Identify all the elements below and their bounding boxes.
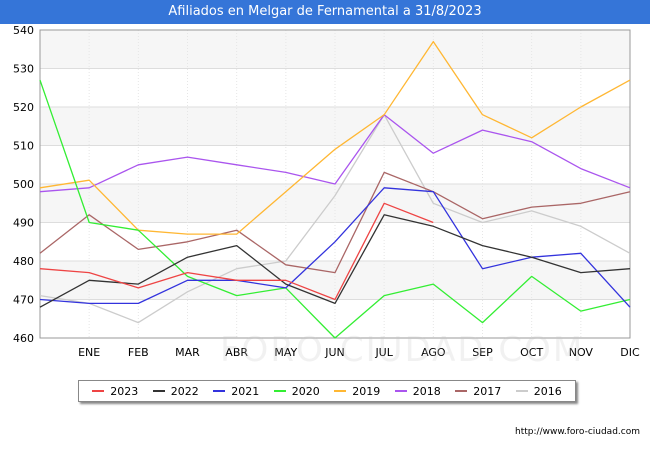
line-chart: 460 470 480 490 500 510 520 530 540 ENE FEB MAR ABR M… [13,24,640,359]
x-tick-label: NOV [569,346,594,359]
y-tick-label: 480 [13,255,34,268]
y-tick-label: 510 [13,140,34,153]
legend-item-2023: 2023 [92,385,138,398]
x-tick-label: FEB [128,346,149,359]
x-tick-label: SEP [472,346,493,359]
legend-item-2019: 2019 [334,385,380,398]
legend-label: 2022 [170,384,199,398]
y-tick-label: 460 [13,332,34,345]
legend-label: 2020 [291,384,320,398]
legend-swatch [515,390,528,392]
legend-item-2020: 2020 [273,384,320,398]
series-line-2022 [39,214,631,308]
x-tick-label: AGO [421,346,446,359]
legend-label: 2021 [231,384,260,398]
legend-item-2017: 2017 [455,385,501,398]
y-tick-label: 470 [13,294,34,307]
legend-swatch [334,390,347,392]
y-tick-label: 540 [13,24,34,37]
series-line-2016 [39,114,631,324]
legend-label: 2023 [110,384,139,398]
series-line-2017 [39,171,631,274]
legend-label: 2019 [352,384,381,398]
series-line-2018 [39,114,631,193]
y-tick-label: 520 [13,101,34,114]
x-tick-label: ENE [78,346,100,359]
legend-swatch [394,390,407,392]
legend: 2023 2022 2021 2020 2019 2018 2017 2016 [78,380,576,402]
legend-item-2018: 2018 [394,384,441,398]
y-tick-label: 490 [13,217,34,230]
legend-label: 2017 [473,384,502,398]
legend-item-2016: 2016 [515,384,562,398]
chart-title: Afiliados en Melgar de Fernamental a 31/… [0,0,650,24]
legend-swatch [152,390,165,392]
series-line-2020 [39,79,631,339]
legend-item-2021: 2021 [213,385,259,398]
legend-swatch [273,390,286,392]
legend-swatch [92,390,105,392]
series-line-2023 [39,202,434,301]
x-tick-label: MAR [175,346,200,359]
footer-url: http://www.foro-ciudad.com [515,427,640,437]
x-tick-label: ABR [225,346,248,359]
legend-swatch [455,390,468,392]
x-tick-label: MAY [274,346,297,359]
x-tick-label: DIC [620,346,640,359]
y-tick-label: 500 [13,178,34,191]
grid-band [40,30,630,69]
x-tick-label: JUL [374,346,393,359]
x-tick-label: OCT [520,346,543,359]
grid-band [40,261,630,300]
legend-item-2022: 2022 [152,384,199,398]
y-tick-label: 530 [13,63,34,76]
legend-label: 2018 [412,384,441,398]
legend-label: 2016 [533,384,562,398]
x-tick-label: JUN [324,346,345,359]
legend-swatch [213,390,226,392]
